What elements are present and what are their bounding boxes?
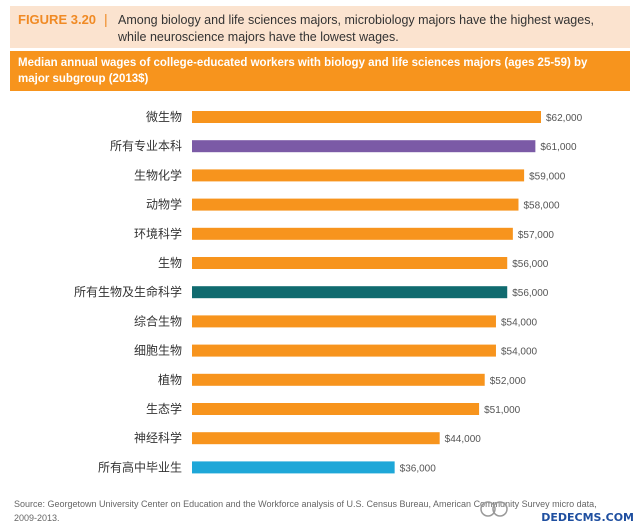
bar <box>192 286 508 299</box>
category-label: 所有高中毕业生 <box>98 459 182 474</box>
bar <box>192 432 440 445</box>
value-label: $61,000 <box>540 142 577 153</box>
bar <box>192 111 541 123</box>
watermark-logo-icon <box>480 501 508 517</box>
value-label: $36,000 <box>400 463 437 474</box>
chart-subtitle: Median annual wages of college-educated … <box>18 57 588 85</box>
bar <box>192 461 395 474</box>
category-label: 综合生物 <box>134 313 182 328</box>
category-label: 生物 <box>158 256 182 270</box>
value-label: $57,000 <box>518 230 555 241</box>
figure-separator: | <box>104 11 108 27</box>
value-label: $54,000 <box>501 317 538 328</box>
source-note: Source: Georgetown University Center on … <box>14 499 597 523</box>
value-label: $54,000 <box>501 347 538 358</box>
watermark-text: DEDECMS.COM <box>541 511 634 524</box>
value-label: $51,000 <box>484 405 521 416</box>
category-label: 细胞生物 <box>134 344 182 358</box>
category-label: 所有生物及生命科学 <box>74 284 182 299</box>
category-label: 动物学 <box>146 197 182 212</box>
bar <box>192 315 496 328</box>
bar <box>192 198 519 211</box>
category-label: 微生物 <box>146 110 182 124</box>
category-label: 生物化学 <box>134 167 182 182</box>
value-label: $44,000 <box>445 434 482 445</box>
value-label: $58,000 <box>523 201 560 212</box>
category-label: 植物 <box>158 372 182 387</box>
category-label: 所有专业本科 <box>110 138 182 153</box>
figure-title: Among biology and life sciences majors, … <box>118 13 594 44</box>
bar-chart: 微生物 $62,000 所有专业本科 $61,000 生物化学 $59,000 动物学 $58… <box>74 110 583 474</box>
bar <box>192 257 508 269</box>
value-label: $56,000 <box>512 288 549 299</box>
category-label: 神经科学 <box>134 430 182 445</box>
bar <box>192 169 525 182</box>
chart-subtitle-band: Median annual wages of college-educated … <box>10 51 630 91</box>
bar <box>192 403 480 415</box>
watermark: DEDECMS.COM <box>478 494 638 526</box>
category-label: 环境科学 <box>134 226 182 241</box>
value-label: $56,000 <box>512 259 549 270</box>
value-label: $59,000 <box>529 171 566 182</box>
value-label: $52,000 <box>490 376 527 387</box>
figure-label: FIGURE 3.20 <box>18 12 97 27</box>
bar <box>192 373 485 386</box>
figure-header: FIGURE 3.20 | Among biology and life sci… <box>10 6 630 48</box>
bar <box>192 344 496 357</box>
bar <box>192 140 536 153</box>
bar <box>192 227 513 240</box>
value-label: $62,000 <box>546 113 583 124</box>
category-label: 生态学 <box>146 401 182 416</box>
